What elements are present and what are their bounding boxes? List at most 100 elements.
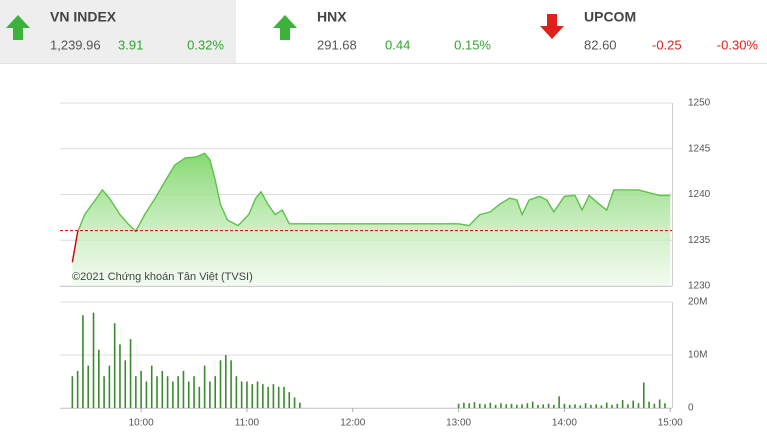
ticker-change: 3.91	[118, 37, 143, 52]
y-tick-label: 20M	[688, 297, 707, 308]
volume-bar	[103, 376, 105, 408]
x-tick-label: 12:00	[340, 418, 365, 429]
volume-bar	[198, 386, 201, 408]
volume-bar	[182, 370, 185, 408]
volume-bar	[468, 403, 470, 408]
volume-bar	[515, 404, 518, 408]
volume-bar	[505, 404, 508, 408]
volume-bar	[119, 344, 121, 408]
ticker-percent: -0.30%	[717, 37, 759, 52]
volume-bar	[558, 396, 560, 408]
volume-bar	[579, 405, 582, 408]
area-fill	[72, 153, 671, 286]
selected-ticker-bg	[0, 0, 236, 63]
volume-bar	[553, 404, 555, 408]
y-tick-label: 1245	[688, 143, 711, 154]
volume-bar	[500, 403, 502, 408]
volume-bar	[293, 397, 296, 408]
volume-bar	[145, 381, 148, 408]
watermark: ©2021 Chứng khoán Tân Việt (TVSI)	[72, 271, 253, 283]
volume-bar	[457, 403, 460, 408]
volume-bar	[235, 376, 238, 408]
volume-bar	[224, 355, 227, 408]
volume-bar	[262, 384, 264, 408]
volume-bar	[584, 403, 587, 408]
arrow-up-icon	[6, 15, 30, 40]
x-tick-label: 13:00	[446, 418, 471, 429]
volume-bar	[267, 386, 269, 408]
volume-bar	[277, 386, 280, 408]
arrow-down-icon	[540, 14, 564, 39]
volume-bar	[187, 381, 190, 408]
volume-bar	[240, 381, 243, 408]
volume-bar	[124, 360, 127, 408]
x-tick-label: 15:00	[658, 418, 683, 429]
volume-bar	[621, 400, 624, 408]
y-tick-label: 0	[688, 403, 694, 414]
volume-bar	[98, 349, 100, 408]
volume-bar	[87, 365, 90, 408]
y-tick-label: 1235	[688, 235, 711, 246]
volume-bar	[288, 392, 291, 408]
volume-bar	[478, 403, 481, 408]
ticker-value: 291.68	[317, 37, 357, 52]
volume-bar	[642, 382, 645, 408]
volume-bar	[251, 384, 254, 408]
volume-bar	[135, 376, 137, 408]
volume-bar	[272, 384, 275, 408]
ticker-percent: 0.15%	[454, 37, 491, 52]
ticker-value: 82.60	[584, 37, 617, 52]
volume-bar	[563, 403, 566, 408]
volume-bar	[627, 404, 629, 408]
volume-bar	[209, 381, 211, 408]
volume-bar	[76, 370, 79, 408]
volume-bar	[611, 404, 613, 408]
volume-bar	[648, 401, 650, 408]
volume-bar	[214, 376, 217, 408]
volume-bar	[632, 400, 634, 408]
volume-bar	[595, 404, 597, 408]
volume-bar	[256, 381, 259, 408]
volume-bar	[637, 403, 640, 408]
ticker-name: HNX	[317, 9, 347, 25]
volume-bar	[526, 403, 529, 408]
volume-bar	[568, 404, 571, 408]
x-tick-label: 10:00	[129, 418, 154, 429]
volume-bar	[473, 402, 476, 408]
volume-bar	[82, 315, 84, 408]
y-tick-label: 1230	[688, 281, 711, 292]
volume-bar	[658, 399, 661, 408]
volume-bar	[193, 376, 195, 408]
volume-bar	[92, 312, 95, 408]
y-tick-label: 1250	[688, 98, 711, 109]
volume-bar	[489, 402, 492, 408]
volume-bar	[161, 370, 164, 408]
volume-bar	[177, 376, 179, 408]
volume-bar	[219, 360, 222, 408]
volume-bar	[531, 401, 534, 408]
ticker-name: VN INDEX	[50, 9, 117, 25]
volume-bar	[71, 376, 74, 408]
volume-bar	[600, 405, 603, 408]
volume-bar	[172, 381, 174, 408]
volume-bar	[574, 404, 576, 408]
volume-bar	[129, 339, 132, 408]
volume-bar	[463, 402, 465, 408]
volume-bar	[537, 404, 539, 408]
volume-bar	[542, 404, 545, 408]
volume-bar	[484, 404, 486, 408]
ticker-percent: 0.32%	[187, 37, 224, 52]
volume-bar	[113, 323, 116, 408]
volume-bar	[230, 360, 232, 408]
volume-bar	[140, 370, 142, 408]
price-line	[77, 152, 671, 231]
volume-bar	[203, 365, 206, 408]
volume-bar	[246, 381, 248, 408]
volume-bar	[653, 403, 656, 408]
arrow-up-icon	[273, 15, 297, 40]
volume-bar	[166, 376, 169, 408]
x-tick-label: 11:00	[235, 418, 260, 429]
y-tick-label: 10M	[688, 350, 707, 361]
